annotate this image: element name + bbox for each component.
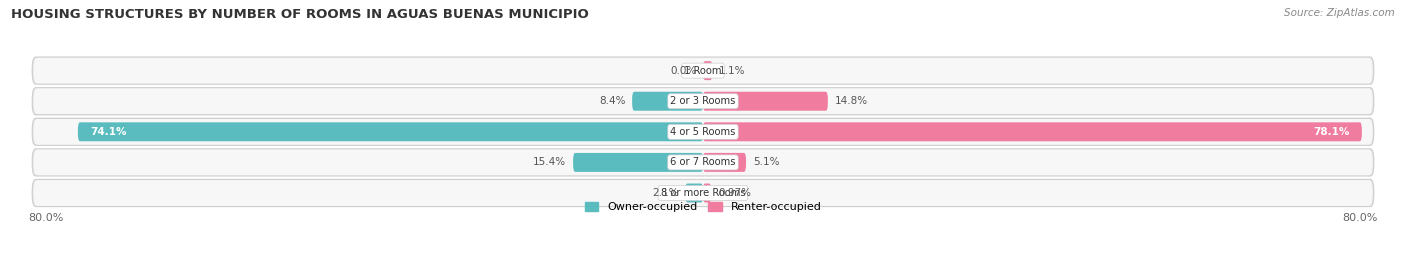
FancyBboxPatch shape [32, 88, 1374, 115]
Text: 6 or 7 Rooms: 6 or 7 Rooms [671, 157, 735, 167]
Text: 8.4%: 8.4% [599, 96, 626, 106]
FancyBboxPatch shape [703, 153, 747, 172]
Text: 0.0%: 0.0% [671, 66, 696, 76]
FancyBboxPatch shape [32, 57, 1374, 84]
FancyBboxPatch shape [77, 122, 703, 141]
Text: 2.1%: 2.1% [652, 188, 679, 198]
Text: 78.1%: 78.1% [1313, 127, 1350, 137]
FancyBboxPatch shape [703, 122, 1362, 141]
FancyBboxPatch shape [32, 149, 1374, 176]
Text: HOUSING STRUCTURES BY NUMBER OF ROOMS IN AGUAS BUENAS MUNICIPIO: HOUSING STRUCTURES BY NUMBER OF ROOMS IN… [11, 8, 589, 21]
Text: 0.97%: 0.97% [718, 188, 751, 198]
Text: 15.4%: 15.4% [533, 157, 567, 167]
Text: 8 or more Rooms: 8 or more Rooms [661, 188, 745, 198]
FancyBboxPatch shape [34, 180, 1372, 206]
Text: 1.1%: 1.1% [718, 66, 745, 76]
Text: 14.8%: 14.8% [835, 96, 868, 106]
Text: Source: ZipAtlas.com: Source: ZipAtlas.com [1284, 8, 1395, 18]
FancyBboxPatch shape [685, 183, 703, 203]
Text: 5.1%: 5.1% [752, 157, 779, 167]
FancyBboxPatch shape [32, 118, 1374, 145]
Text: 4 or 5 Rooms: 4 or 5 Rooms [671, 127, 735, 137]
FancyBboxPatch shape [703, 183, 711, 203]
Text: 2 or 3 Rooms: 2 or 3 Rooms [671, 96, 735, 106]
FancyBboxPatch shape [34, 58, 1372, 83]
Text: 74.1%: 74.1% [90, 127, 127, 137]
Legend: Owner-occupied, Renter-occupied: Owner-occupied, Renter-occupied [581, 197, 825, 217]
FancyBboxPatch shape [34, 89, 1372, 114]
FancyBboxPatch shape [32, 179, 1374, 206]
FancyBboxPatch shape [703, 92, 828, 111]
FancyBboxPatch shape [34, 119, 1372, 145]
FancyBboxPatch shape [633, 92, 703, 111]
FancyBboxPatch shape [34, 150, 1372, 175]
FancyBboxPatch shape [703, 61, 713, 80]
Text: 1 Room: 1 Room [685, 66, 721, 76]
FancyBboxPatch shape [574, 153, 703, 172]
